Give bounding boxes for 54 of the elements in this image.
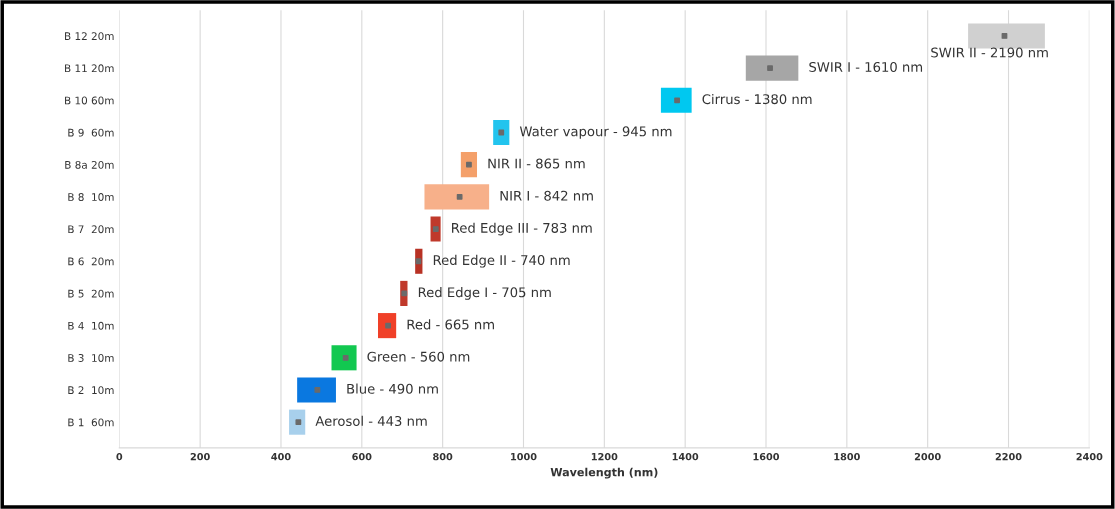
bar (331, 345, 357, 371)
y-tick-label: B 12 20m (65, 32, 114, 41)
annotation: Green - 560 nm (367, 351, 470, 362)
annotation: Red - 665 nm (407, 319, 494, 330)
y-tick-label: B 3 10m (68, 354, 114, 362)
x-tick-label: 1800 (834, 452, 860, 461)
y-tick-label: B 2 10m (68, 386, 114, 395)
bar (660, 87, 692, 113)
x-tick-label: 1400 (672, 452, 699, 461)
annotation: Blue - 490 nm (347, 383, 438, 394)
annotation: SWIR II - 2190 nm (931, 47, 1048, 58)
y-tick-label: B 1 60m (68, 418, 114, 427)
annotation: Water vapour - 945 nm (519, 126, 672, 139)
bar (460, 152, 478, 178)
point (767, 65, 773, 72)
bar (745, 55, 799, 81)
x-tick-label: 0 (116, 452, 123, 461)
x-tick-label: 200 (190, 452, 210, 461)
y-tick-label: B 4 10m (68, 321, 114, 330)
bar (297, 377, 336, 403)
y-tick-label: B 6 20m (68, 257, 114, 266)
annotation: NIR I - 842 nm (500, 190, 593, 201)
point (674, 97, 680, 104)
y-tick-label: B 5 20m (68, 289, 114, 298)
x-axis-title: Wavelength (nm) (550, 467, 658, 479)
x-tick-label: 600 (352, 452, 372, 461)
y-tick-label: B 11 20m (65, 64, 114, 73)
annotation: Red Edge I - 705 nm (418, 287, 551, 300)
x-tick-label: 1000 (511, 452, 537, 461)
bar (424, 184, 490, 210)
point (456, 193, 463, 200)
point (314, 387, 321, 393)
x-tick-label: 2000 (914, 452, 941, 461)
bar (377, 313, 397, 339)
y-tick-label: B 10 60m (65, 96, 114, 105)
x-tick-label: 2400 (1076, 452, 1103, 461)
annotation: Red Edge II - 740 nm (433, 254, 570, 268)
annotation: Aerosol - 443 nm (315, 415, 427, 426)
x-tick-label: 800 (433, 452, 453, 461)
annotation: Red Edge III - 783 nm (452, 222, 592, 236)
bar (493, 119, 510, 146)
bar (289, 409, 306, 435)
x-tick-label: 1600 (753, 452, 780, 461)
annotation: SWIR I - 1610 nm (809, 61, 923, 72)
y-tick-label: B 8a 20m (65, 160, 114, 169)
annotation: NIR II - 865 nm (488, 158, 585, 169)
x-tick-label: 1200 (591, 452, 618, 461)
y-tick-label: B 7 20m (68, 225, 114, 234)
point (1001, 33, 1008, 39)
y-tick-label: B 8 10m (68, 193, 114, 201)
annotation: Cirrus - 1380 nm (702, 93, 812, 105)
y-tick-label: B 9 60m (68, 128, 114, 137)
x-tick-label: 2200 (995, 452, 1022, 461)
x-tick-label: 400 (271, 452, 291, 461)
